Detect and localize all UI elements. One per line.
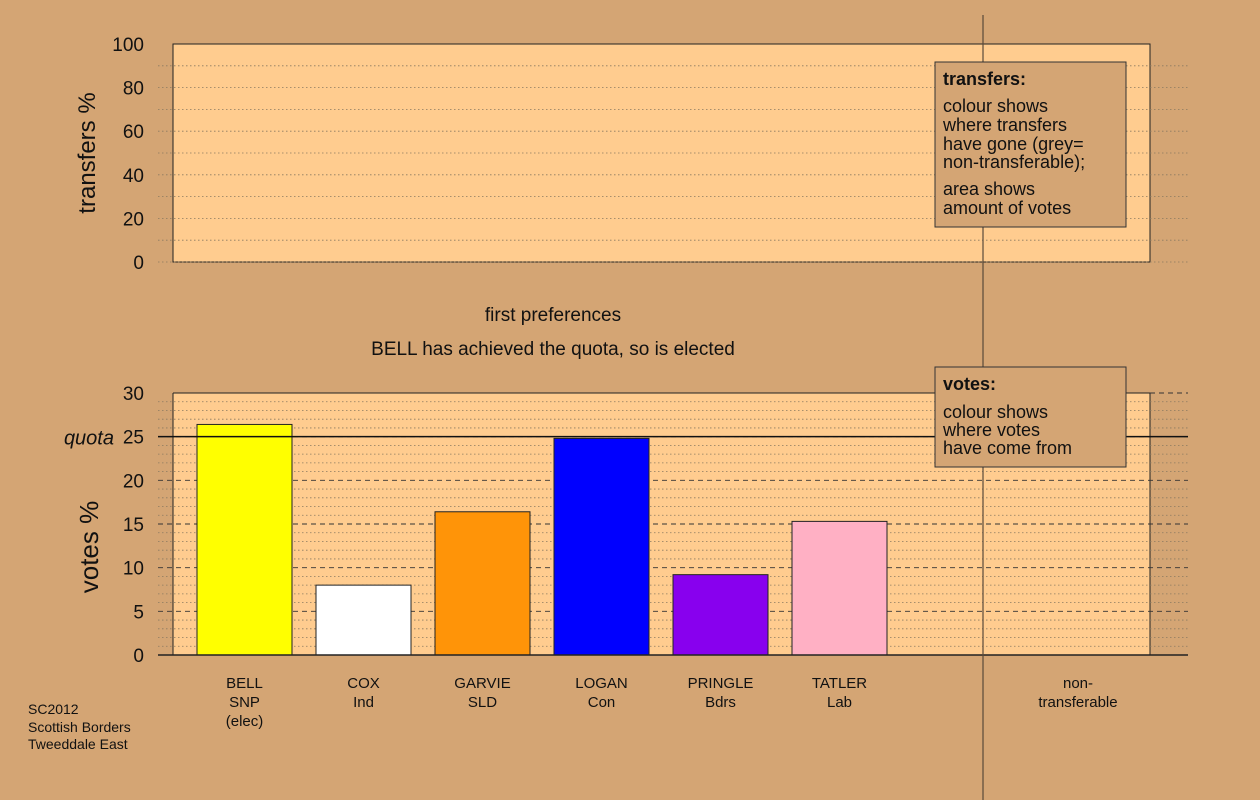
transfers-legend-title: transfers: — [943, 69, 1026, 89]
votes-y-tick-label: 10 — [123, 559, 144, 580]
votes-y-tick-label: 20 — [123, 471, 144, 492]
vote-bar-cox — [315, 584, 412, 656]
votes-legend-line-2: where votes — [942, 420, 1040, 440]
votes-y-tick-label: 25 — [123, 428, 144, 449]
vote-bar-garvie — [434, 511, 531, 656]
candidate-labels: BELL SNP (elec) COX Ind GARVIE SLD LOGAN Con PRIN… — [226, 675, 868, 730]
candidate-label-cox-line-1: COX — [347, 675, 380, 692]
candidate-label-logan-line-2: Con — [588, 694, 616, 711]
candidate-label-bell-line-1: BELL — [226, 675, 263, 692]
vote-bar-tatler — [791, 520, 888, 656]
votes-legend-title: votes: — [943, 374, 996, 394]
votes-y-tick-label: 30 — [123, 384, 144, 405]
votes-legend: votes: colour shows where votes have com… — [934, 366, 1127, 468]
candidate-label-pringle-line-2: Bdrs — [705, 694, 736, 711]
vote-bars — [196, 423, 888, 656]
vote-bar-bell — [196, 423, 293, 656]
quota-label: quota — [64, 428, 114, 450]
transfers-y-tick-label: 20 — [123, 209, 144, 230]
transfers-legend-box — [934, 61, 1127, 228]
nontransferable-label-line-1: non- — [1063, 675, 1093, 692]
transfers-y-tick-label: 80 — [123, 79, 144, 100]
nontransferable-label-line-2: transferable — [1038, 694, 1117, 711]
footer-line-council: Scottish Borders — [28, 719, 131, 735]
votes-y-tick-label: 15 — [123, 515, 144, 536]
transfers-y-tick-label: 100 — [112, 35, 144, 56]
footer-line-ward: Tweeddale East — [28, 736, 128, 752]
candidate-label-garvie-line-2: SLD — [468, 694, 497, 711]
candidate-label-tatler-line-1: TATLER — [812, 675, 867, 692]
footer-line-election: SC2012 — [28, 701, 79, 717]
votes-y-axis-label: votes % — [74, 501, 104, 594]
votes-y-tick-label: 5 — [133, 602, 144, 623]
votes-y-tick-label: 0 — [133, 646, 144, 667]
votes-legend-box — [934, 366, 1127, 468]
transfers-legend-line-4: non-transferable); — [943, 152, 1085, 172]
transfers-y-axis-label: transfers % — [74, 92, 101, 213]
stage-message: BELL has achieved the quota, so is elect… — [371, 339, 735, 360]
transfers-y-tick-label: 60 — [123, 122, 144, 143]
candidate-label-cox-line-2: Ind — [353, 694, 374, 711]
votes-legend-line-3: have come from — [943, 438, 1072, 458]
votes-y-axis: 0 5 10 15 20 25 30 — [123, 384, 144, 667]
stage-title: first preferences — [485, 305, 621, 326]
transfers-legend-line-6: amount of votes — [943, 198, 1071, 218]
votes-legend-line-1: colour shows — [943, 402, 1048, 422]
vote-bar-logan — [553, 437, 650, 656]
transfers-legend-line-1: colour shows — [943, 96, 1048, 116]
vote-bar-pringle — [672, 574, 769, 656]
transfers-legend-line-3: have gone (grey= — [943, 134, 1084, 154]
candidate-label-garvie-line-1: GARVIE — [454, 675, 510, 692]
transfers-y-tick-label: 40 — [123, 166, 144, 187]
candidate-label-tatler-line-2: Lab — [827, 694, 852, 711]
candidate-label-logan-line-1: LOGAN — [575, 675, 628, 692]
transfers-legend-line-5: area shows — [943, 179, 1035, 199]
transfers-y-tick-label: 0 — [133, 253, 144, 274]
candidate-label-bell-line-3: (elec) — [226, 713, 264, 730]
transfers-legend-line-2: where transfers — [942, 115, 1067, 135]
transfers-legend: transfers: colour shows where transfers … — [934, 61, 1127, 228]
transfers-y-axis: 0 20 40 60 80 100 — [112, 35, 144, 274]
candidate-label-pringle-line-1: PRINGLE — [688, 675, 754, 692]
candidate-label-bell-line-2: SNP — [229, 694, 260, 711]
